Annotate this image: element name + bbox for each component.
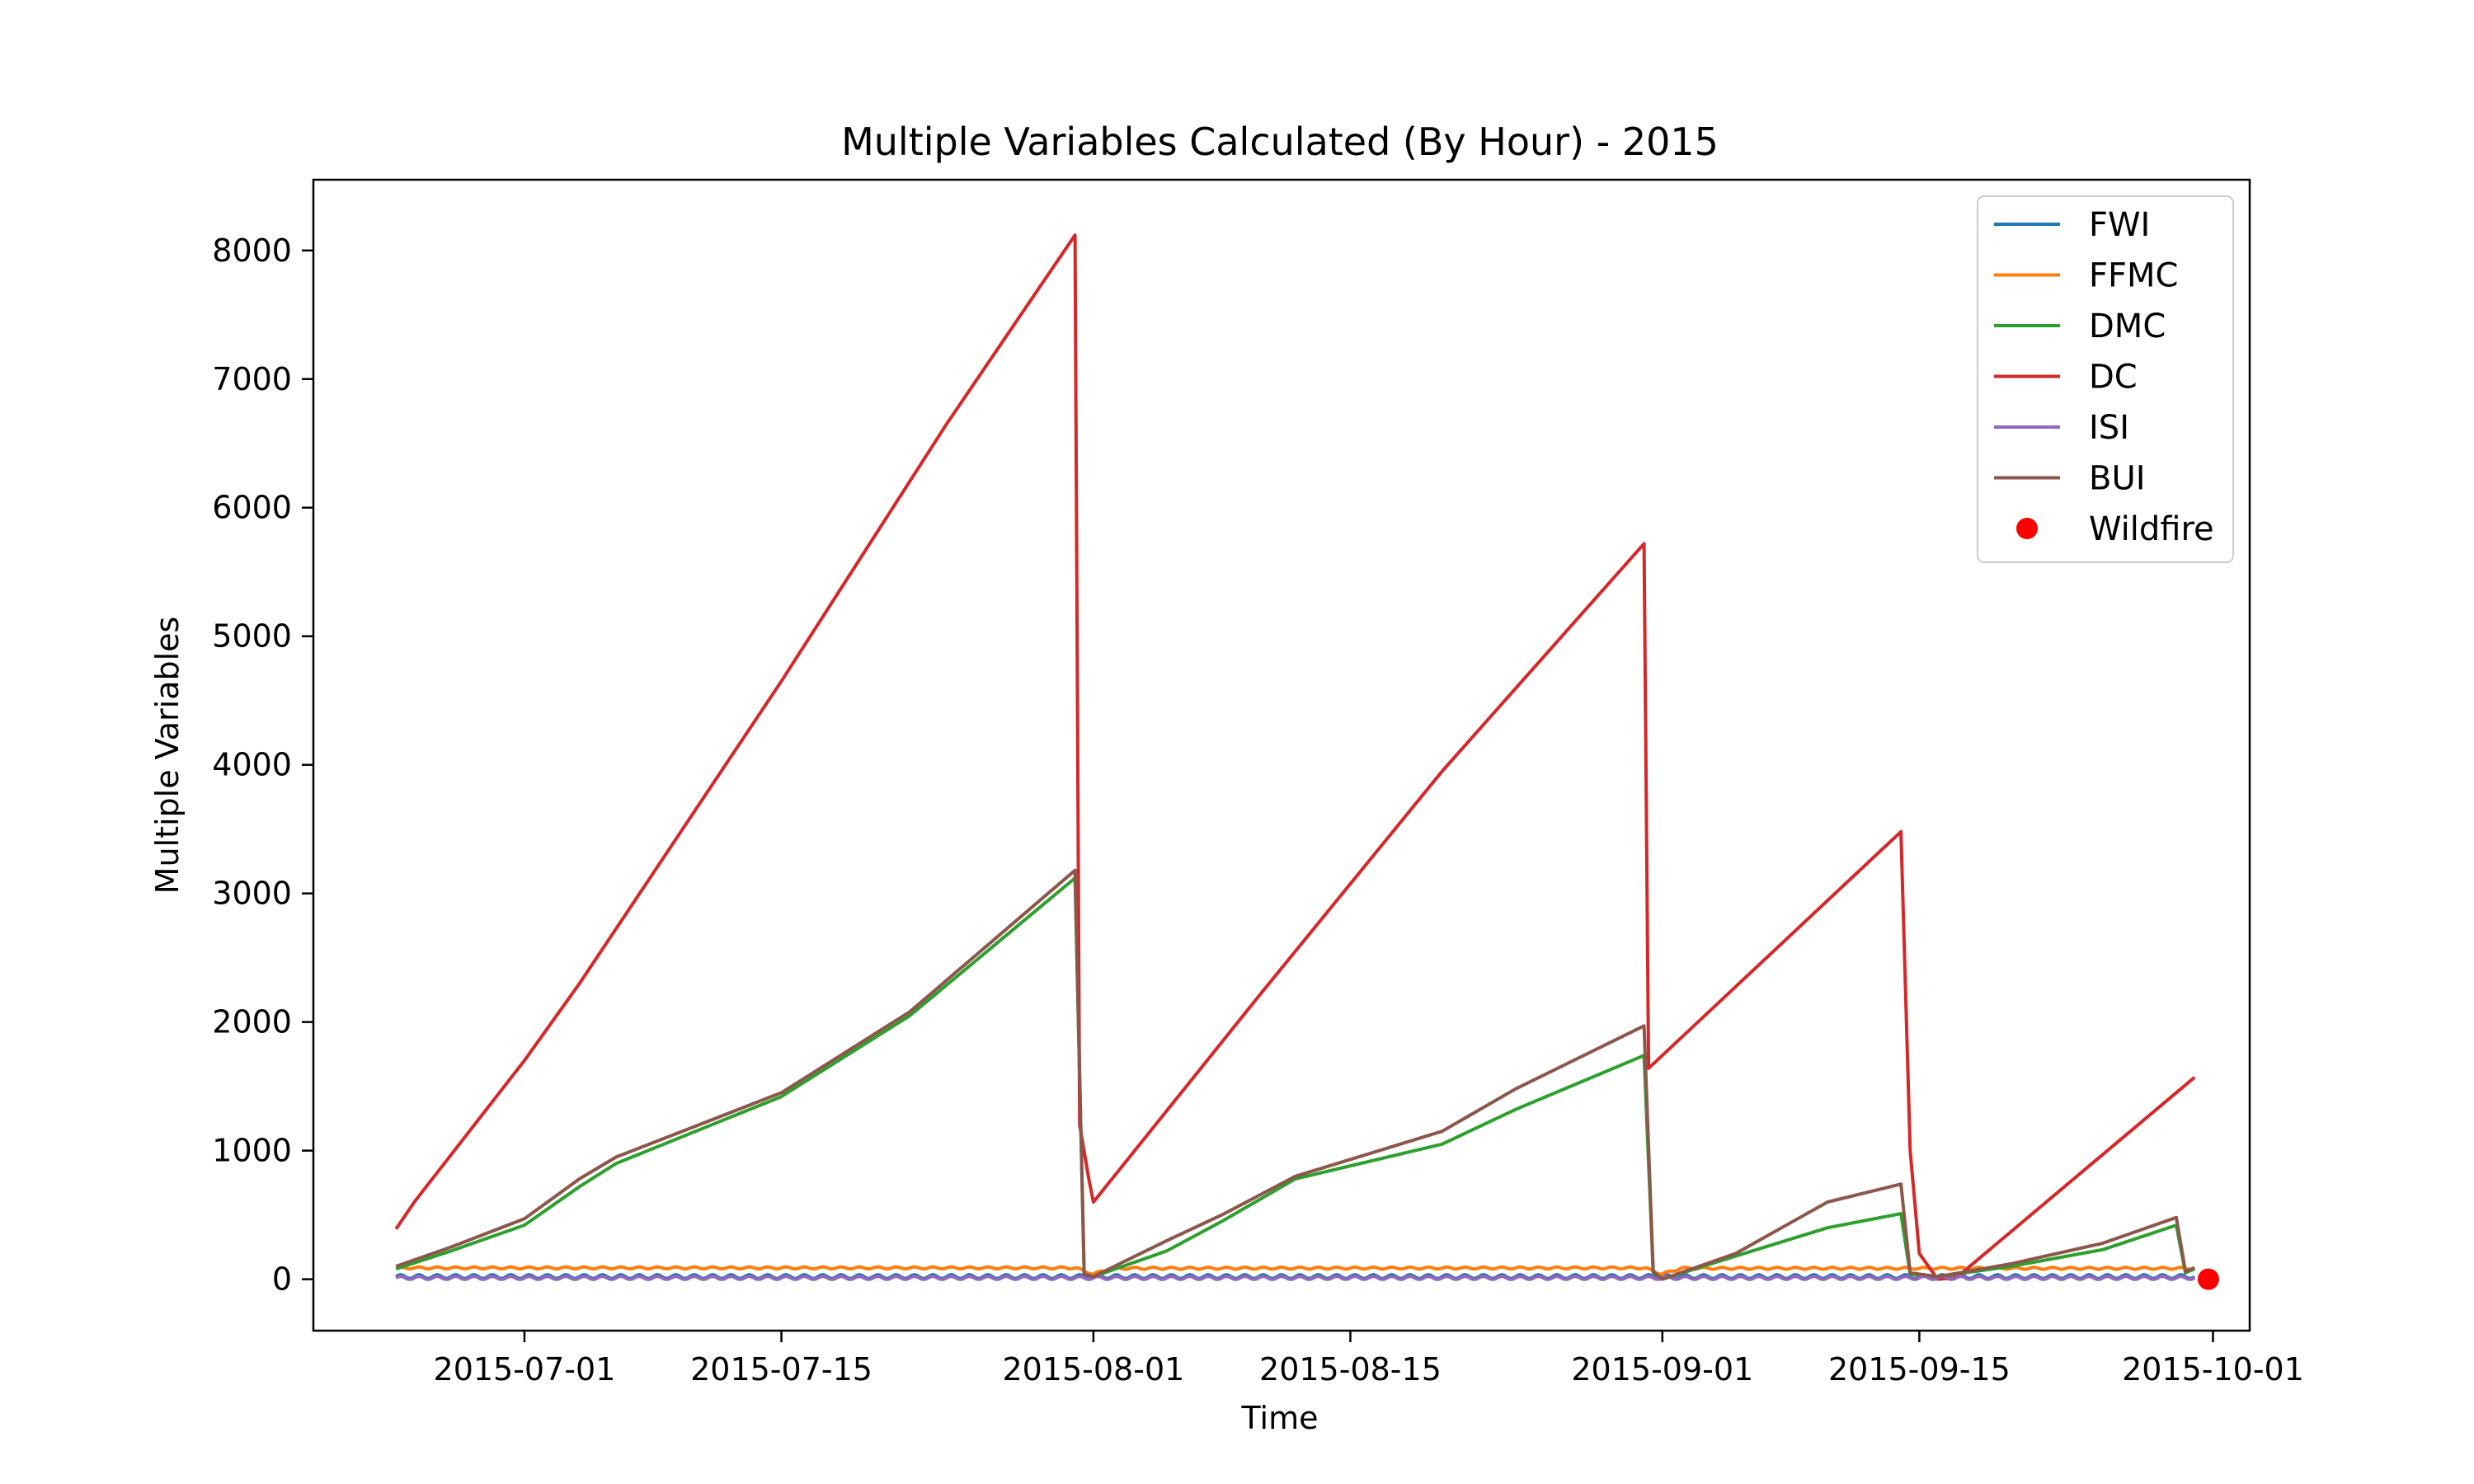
y-tick-label: 6000 [212, 490, 292, 526]
x-axis-title: Time [1241, 1400, 1319, 1436]
legend-label-dmc: DMC [2089, 308, 2166, 345]
y-axis-title: Multiple Variables [149, 617, 186, 895]
x-tick-label: 2015-08-01 [1002, 1351, 1184, 1388]
y-tick-label: 2000 [212, 1004, 292, 1040]
series-line-dc [394, 233, 2196, 1281]
y-tick-label: 5000 [212, 618, 292, 655]
y-tick-label: 4000 [212, 747, 292, 783]
x-tick-label: 2015-07-15 [690, 1351, 872, 1388]
scatter-point-wildfire [2197, 1268, 2219, 1290]
series-line-bui [395, 868, 2195, 1281]
plot-area [394, 233, 2196, 1281]
legend-label-ffmc: FFMC [2089, 257, 2178, 295]
x-tick-label: 2015-09-15 [1828, 1351, 2011, 1388]
y-axis: 0 1000 2000 3000 4000 5000 6000 7000 8000 [212, 232, 313, 1298]
legend-label-isi: ISI [2089, 409, 2129, 447]
series-line-isi [395, 1275, 2196, 1281]
plot-frame [312, 178, 2251, 1332]
x-axis: 2015-07-01 2015-07-15 2015-08-01 2015-08-15… [434, 1331, 2304, 1388]
series-line-dmc [395, 876, 2195, 1281]
y-tick-label: 3000 [212, 876, 292, 912]
legend-label-wildfire: Wildfire [2089, 510, 2214, 548]
x-tick-label: 2015-10-01 [2122, 1351, 2304, 1388]
x-tick-label: 2015-08-15 [1259, 1351, 1442, 1388]
legend-label-fwi: FWI [2089, 206, 2150, 244]
chart-title: Multiple Variables Calculated (By Hour) … [841, 120, 1719, 164]
legend-label-bui: BUI [2089, 460, 2146, 498]
series-line-ffmc [395, 1265, 2195, 1276]
x-tick-label: 2015-07-01 [434, 1351, 616, 1388]
x-tick-label: 2015-09-01 [1571, 1351, 1753, 1388]
y-tick-label: 8000 [212, 232, 292, 269]
y-tick-label: 1000 [212, 1133, 292, 1169]
legend-box [1977, 195, 2234, 563]
y-tick-label: 7000 [212, 361, 292, 397]
legend-swatch-wildfire [2016, 518, 2038, 539]
y-tick-label: 0 [272, 1261, 292, 1298]
legend: FWI FFMC DMC DC ISI BUI Wildfire [1977, 195, 2234, 563]
legend-label-dc: DC [2089, 359, 2138, 397]
scatter-layer [2197, 1268, 2219, 1290]
